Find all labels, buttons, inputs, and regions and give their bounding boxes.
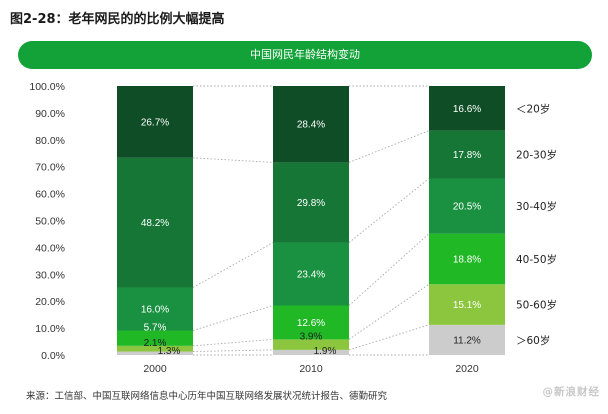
connector-line [348, 324, 430, 351]
x-tick-label: 2020 [455, 363, 479, 375]
legend-label: ＞60岁 [516, 334, 550, 347]
data-label: 5.7% [144, 323, 167, 334]
bar-segment [117, 330, 193, 346]
data-label: 3.9% [300, 331, 323, 342]
data-label: 23.4% [297, 270, 325, 281]
bar-segment [273, 305, 349, 340]
bar-segment [117, 157, 193, 288]
data-label: 1.9% [314, 346, 337, 357]
bar-segment [429, 130, 505, 179]
data-label: 18.8% [453, 254, 481, 265]
bar-segment [429, 86, 505, 131]
y-tick-label: 30.0% [35, 269, 65, 281]
bar-segment [429, 233, 505, 285]
legend-label: 50-60岁 [516, 299, 557, 312]
bar-segment [429, 324, 505, 355]
bar-segment [429, 178, 505, 234]
y-tick-label: 40.0% [35, 242, 65, 254]
connector-line [348, 233, 430, 306]
figure-title: 图2-28：老年网民的的比例大幅提高 [10, 12, 225, 27]
bar-segment [273, 86, 349, 163]
connector-line [192, 305, 274, 331]
legend-label: ＜20岁 [516, 102, 550, 115]
connector-line [348, 283, 430, 340]
y-tick-label: 0.0% [41, 350, 65, 362]
bar-segment [273, 162, 349, 243]
chart-title-banner: 中国网民年龄结构变动 [18, 41, 592, 69]
connector-line [192, 349, 274, 352]
connector-line [192, 157, 274, 163]
data-label: 48.2% [141, 218, 169, 229]
legend-label: 20-30岁 [516, 149, 557, 162]
x-tick-label: 2010 [299, 363, 323, 375]
x-tick-label: 2000 [143, 363, 167, 375]
source-note: 来源：工信部、中国互联网络信息中心历年中国互联网络发展状况统计报告、德勤研究 [26, 391, 388, 402]
data-label: 1.3% [158, 346, 181, 357]
y-tick-label: 90.0% [35, 108, 65, 120]
bar-segment [117, 351, 193, 355]
data-label: 16.0% [141, 305, 169, 316]
legend-label: 30-40岁 [516, 200, 557, 213]
data-label: 2.1% [144, 338, 167, 349]
connector-line [192, 338, 274, 347]
y-tick-label: 70.0% [35, 162, 65, 174]
connector-line [348, 130, 430, 163]
y-tick-label: 60.0% [35, 189, 65, 201]
data-label: 12.6% [297, 318, 325, 329]
y-tick-label: 50.0% [35, 216, 65, 228]
bar-segment [117, 345, 193, 352]
legend-label: 40-50岁 [516, 253, 557, 266]
watermark: @新浪财经 [542, 386, 600, 398]
bar-segment [117, 287, 193, 331]
y-tick-label: 100.0% [29, 81, 65, 93]
data-label: 16.6% [453, 104, 481, 115]
bar-segment [117, 86, 193, 158]
connector-line [348, 178, 430, 243]
data-label: 17.8% [453, 150, 481, 161]
data-label: 29.8% [297, 198, 325, 209]
data-label: 15.1% [453, 300, 481, 311]
bar-segment [273, 339, 349, 350]
connector-line [192, 242, 274, 288]
data-label: 26.7% [141, 117, 169, 128]
bar-segment [273, 242, 349, 306]
bar-segment [429, 284, 505, 325]
data-label: 11.2% [453, 335, 481, 346]
y-tick-label: 20.0% [35, 296, 65, 308]
data-label: 20.5% [453, 202, 481, 213]
bar-segment [273, 349, 349, 355]
y-tick-label: 80.0% [35, 135, 65, 147]
y-tick-label: 10.0% [35, 323, 65, 335]
data-label: 28.4% [297, 120, 325, 131]
